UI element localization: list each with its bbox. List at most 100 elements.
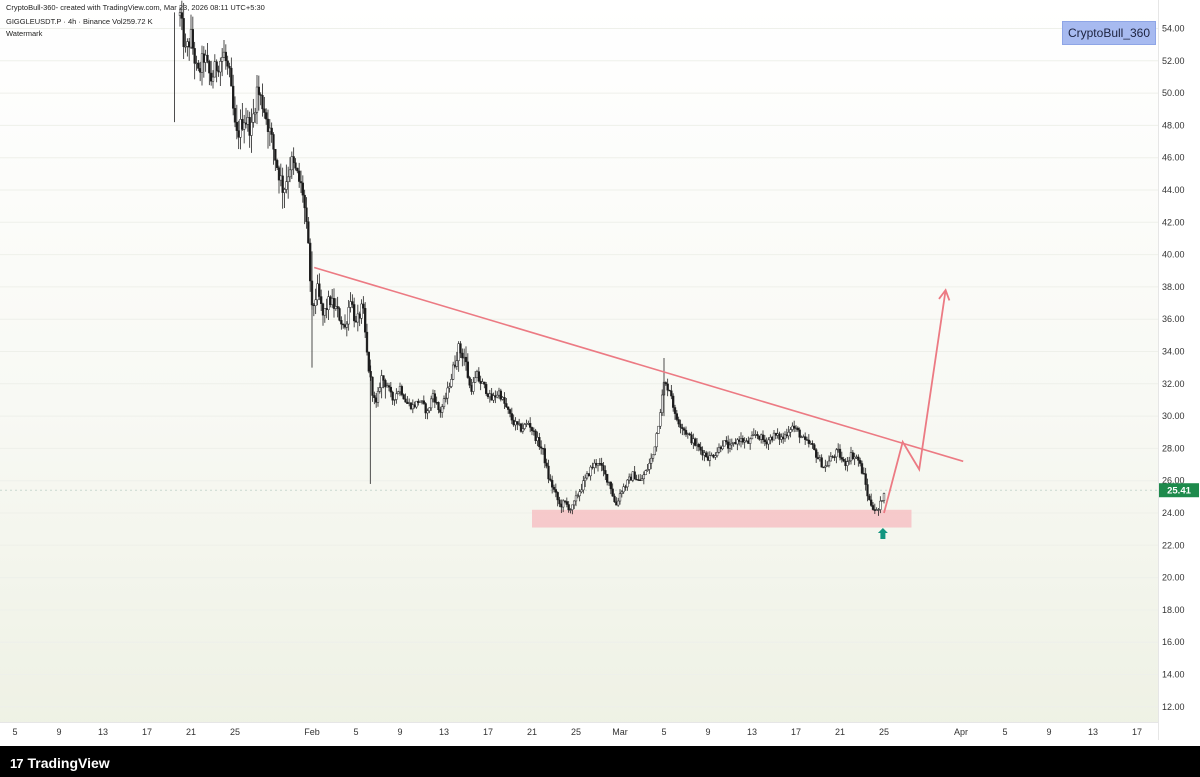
candle-body [204,54,207,63]
candle-body [285,181,288,190]
candle-body [881,500,884,502]
candle-body [408,402,411,404]
price-tick-label: 54.00 [1162,24,1185,34]
candle-body [290,156,293,171]
time-tick-label: Feb [304,727,320,737]
candle-body [679,423,682,428]
candle-body [725,440,728,443]
candle-body [871,505,875,510]
candle-body [540,446,543,449]
candle-body [398,386,402,393]
candle-body [703,452,706,456]
candle-body [331,298,334,305]
candle-body [494,395,497,398]
candle-body [694,438,697,446]
candle-body [859,460,862,464]
candle-body [318,283,321,297]
candle-body [463,356,466,359]
candle-body [255,86,259,113]
candle-body [618,493,622,502]
candle-body [199,68,202,73]
candle-body [587,473,590,477]
price-axis[interactable] [1158,0,1200,740]
candle-body [629,476,633,481]
time-tick-label: 13 [98,727,108,737]
candle-body [637,479,640,481]
price-tick-label: 34.00 [1162,347,1185,357]
candle-body [321,303,325,316]
candle-body [650,457,653,464]
candle-body [820,457,823,468]
current-price-tag: 25.41 [1159,483,1199,498]
candle-body [221,57,224,62]
chart-area[interactable] [0,0,1158,740]
candle-body [208,61,211,74]
time-tick-label: 5 [1002,727,1007,737]
candle-body [279,175,282,181]
candle-body [380,375,383,389]
candle-body [631,471,634,481]
candle-body [547,465,550,480]
price-tick-label: 36.00 [1162,314,1185,324]
price-tick-label: 42.00 [1162,217,1185,227]
candle-body [552,486,556,490]
candle-body [472,382,475,392]
candle-body [596,463,600,466]
time-tick-label: 5 [353,727,358,737]
candle-body [620,491,623,494]
candle-body [459,343,462,354]
candle-body [497,390,501,396]
candle-body [347,307,350,325]
price-tick-label: 14.00 [1162,670,1185,680]
candle-body [541,447,545,450]
candle-body [815,449,818,458]
candle-body [276,160,279,168]
candle-body [664,382,667,385]
tradingview-logo[interactable]: 17 TradingView [10,755,110,771]
candle-body [842,458,845,462]
candle-body [677,419,680,425]
candle-body [430,398,433,409]
candle-body [796,427,799,431]
time-tick-label: 21 [186,727,196,737]
candle-body [848,460,851,462]
candle-body [785,434,788,437]
candle-body [301,182,304,196]
candle-body [573,500,576,506]
candle-body [655,433,658,448]
candle-body [882,493,886,501]
candle-body [673,407,677,414]
candle-body [659,412,662,427]
candle-body [719,446,722,450]
candle-body [717,446,721,453]
candle-body [303,194,306,209]
candle-body [822,466,825,469]
time-tick-label: 9 [705,727,710,737]
candle-body [386,385,389,388]
time-tick-label: 5 [12,727,17,737]
price-tick-labels: 54.00 52.00 50.00 48.00 46.00 44.00 42.00 40.00… [1162,24,1185,712]
candle-body [697,444,700,448]
candle-body [805,439,809,441]
candle-body [382,375,385,381]
time-tick-label: 13 [439,727,449,737]
candle-body [611,488,614,497]
candle-body [294,162,297,169]
candle-body [857,456,860,461]
time-axis[interactable] [0,722,1158,741]
price-tick-label: 12.00 [1162,702,1185,712]
candle-body [714,455,717,458]
candle-body [862,473,865,475]
candle-body [222,51,226,58]
candle-body [182,18,185,47]
candle-body [598,463,601,465]
candle-body [376,391,380,403]
candle-body [391,391,394,401]
time-tick-label: 13 [1088,727,1098,737]
candle-body [519,423,523,432]
candle-body [617,500,620,506]
candle-body [415,400,418,408]
candle-body [732,442,735,444]
candle-body [624,486,627,488]
candle-body [514,421,517,426]
